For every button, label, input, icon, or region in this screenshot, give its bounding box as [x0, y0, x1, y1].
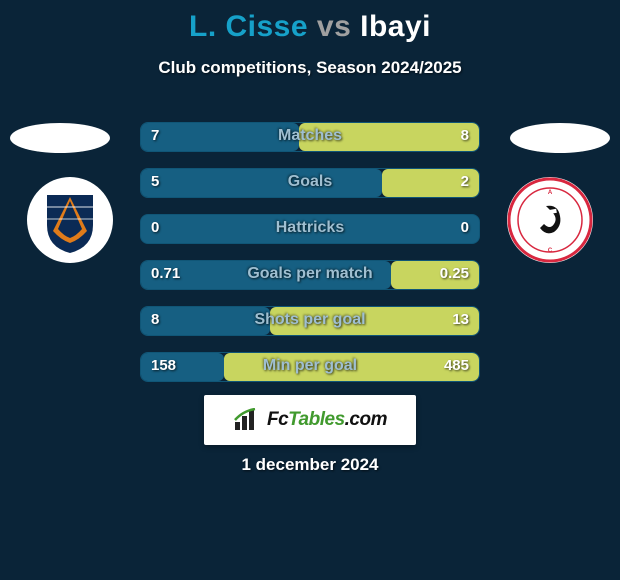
date-label: 1 december 2024	[0, 455, 620, 475]
stat-bar-right	[391, 261, 479, 289]
stat-label: Hattricks	[141, 219, 479, 237]
stat-bar-left	[141, 307, 270, 335]
branding-prefix: Fc	[267, 409, 288, 430]
svg-text:C: C	[548, 248, 553, 254]
branding-mid: Tables	[288, 409, 345, 430]
stat-row: Goals per match0.710.25	[140, 260, 480, 290]
stat-bar-left	[141, 353, 224, 381]
player2-name: Ibayi	[360, 10, 431, 43]
page-title: L. Cisse vs Ibayi	[0, 0, 620, 44]
club-logo-left-icon	[27, 177, 113, 263]
svg-text:A: A	[548, 190, 553, 196]
vs-separator: vs	[317, 10, 351, 43]
player1-name: L. Cisse	[189, 10, 308, 43]
stat-row: Shots per goal813	[140, 306, 480, 336]
bar-chart-icon	[233, 408, 261, 432]
branding-suffix: .com	[345, 409, 387, 430]
stat-row: Goals52	[140, 168, 480, 198]
stat-row: Hattricks0 0	[140, 214, 480, 244]
stat-bar-right	[224, 353, 479, 381]
stat-row: Min per goal158485	[140, 352, 480, 382]
stat-row: Matches78	[140, 122, 480, 152]
player2-card-ellipse	[510, 123, 610, 153]
player1-card-ellipse	[10, 123, 110, 153]
stats-panel: Matches78 Goals52 Hattricks0 0 Goals per mat…	[140, 122, 480, 398]
club-badge-right: A C	[507, 177, 593, 263]
stat-value-left: 0	[151, 219, 159, 236]
subtitle: Club competitions, Season 2024/2025	[0, 58, 620, 78]
stat-bar-right	[382, 169, 479, 197]
stat-bar-right	[299, 123, 479, 151]
branding-badge: FcTables.com	[204, 395, 416, 445]
stat-bar-right	[270, 307, 479, 335]
stat-value-right: 0	[461, 219, 469, 236]
stat-bar-left	[141, 261, 391, 289]
club-logo-right-icon: A C	[507, 177, 593, 263]
club-badge-left	[27, 177, 113, 263]
stat-bar-left	[141, 123, 299, 151]
stat-bar-left	[141, 169, 382, 197]
comparison-container: L. Cisse vs Ibayi Club competitions, Sea…	[0, 0, 620, 580]
branding-text: FcTables.com	[267, 409, 387, 431]
